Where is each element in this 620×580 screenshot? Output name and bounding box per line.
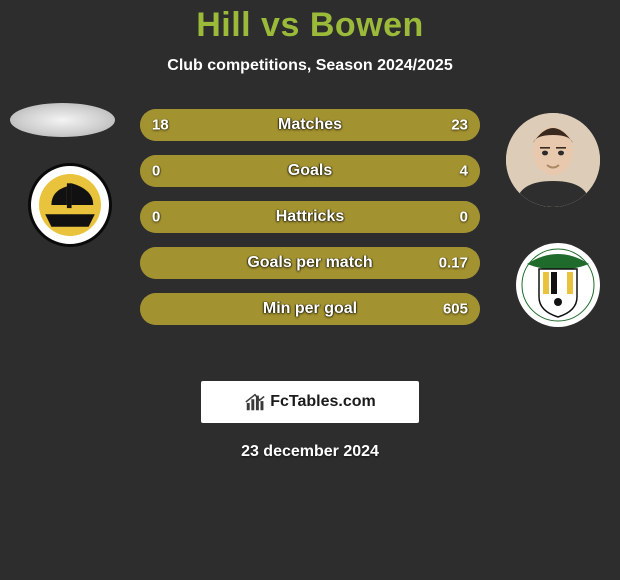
stat-bars: 1823Matches 04Goals 00Hattricks 0.17Goals p… [140,109,480,325]
stat-bar: 605Min per goal [140,293,480,325]
comparison-panel: 1823Matches 04Goals 00Hattricks 0.17Goals p… [0,103,620,363]
stat-label: Goals [140,162,480,180]
stat-bar: 00Hattricks [140,201,480,233]
stat-label: Goals per match [140,254,480,272]
page-title: Hill vs Bowen [0,0,620,45]
bar-chart-icon [244,391,266,413]
brand-text: FcTables.com [270,393,376,411]
stat-bar: 04Goals [140,155,480,187]
club-crest-right [516,243,600,327]
stat-bar: 0.17Goals per match [140,247,480,279]
player-avatar-left [10,103,115,137]
stat-label: Hattricks [140,208,480,226]
stat-label: Min per goal [140,300,480,318]
club-crest-left [28,163,112,247]
stat-bar: 1823Matches [140,109,480,141]
snapshot-date: 23 december 2024 [0,443,620,461]
brand-badge: FcTables.com [201,381,419,423]
stat-label: Matches [140,116,480,134]
player-avatar-right [506,113,600,207]
ship-icon [39,174,101,236]
page-subtitle: Club competitions, Season 2024/2025 [0,57,620,75]
